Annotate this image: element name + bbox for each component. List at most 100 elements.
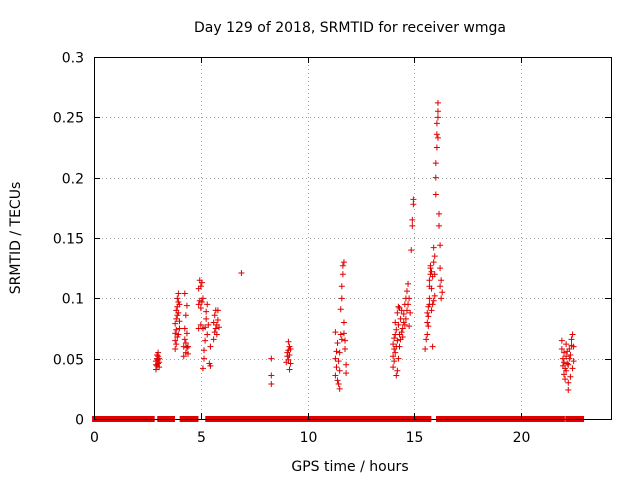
- data-point: [203, 315, 210, 322]
- data-point: [340, 330, 347, 337]
- data-point: [392, 349, 399, 356]
- y-tick-label: 0.3: [62, 51, 84, 67]
- data-point: [181, 325, 188, 332]
- data-point: [199, 325, 206, 332]
- data-point: [285, 356, 292, 363]
- data-point: [342, 346, 349, 353]
- data-point: [424, 331, 431, 338]
- data-point: [181, 290, 188, 297]
- data-point: [429, 343, 436, 350]
- data-point: [207, 343, 214, 350]
- data-point: [182, 312, 189, 319]
- data-point: [570, 343, 577, 350]
- data-point: [155, 349, 162, 356]
- data-point: [214, 317, 221, 324]
- data-point: [333, 348, 340, 355]
- data-point: [410, 196, 417, 203]
- data-point: [558, 346, 565, 353]
- data-point: [338, 295, 345, 302]
- data-point: [172, 337, 179, 344]
- data-point: [426, 295, 433, 302]
- data-point: [395, 303, 402, 310]
- data-point: [339, 271, 346, 278]
- data-point: [567, 373, 574, 380]
- data-point: [176, 301, 183, 308]
- x-tick-label: 10: [300, 430, 318, 446]
- data-point: [434, 108, 441, 115]
- data-point: [438, 277, 445, 284]
- data-point: [175, 331, 182, 338]
- data-point: [390, 353, 397, 360]
- data-point: [238, 269, 245, 276]
- data-point: [428, 268, 435, 275]
- data-point: [433, 131, 440, 138]
- data-point: [394, 309, 401, 316]
- chart-title: Day 129 of 2018, SRMTID for receiver wmg…: [194, 20, 506, 36]
- data-point: [176, 325, 183, 332]
- data-point: [336, 385, 343, 392]
- data-point: [406, 295, 413, 302]
- data-point: [436, 210, 443, 217]
- data-point: [287, 360, 294, 367]
- x-tick-label: 15: [406, 430, 424, 446]
- data-point: [430, 244, 437, 251]
- data-point: [343, 361, 350, 368]
- data-point: [172, 346, 179, 353]
- data-point: [399, 333, 406, 340]
- x-tick-label: 5: [197, 430, 206, 446]
- data-point: [565, 379, 572, 386]
- data-point: [182, 339, 189, 346]
- data-point: [332, 329, 339, 336]
- data-point: [439, 289, 446, 296]
- data-point: [559, 355, 566, 362]
- data-point: [436, 222, 443, 229]
- data-point: [285, 338, 292, 345]
- data-point: [561, 349, 567, 356]
- data-point: [342, 337, 349, 344]
- data-point: [431, 253, 438, 260]
- data-point: [399, 325, 406, 332]
- data-point: [431, 271, 438, 278]
- data-point: [424, 309, 431, 316]
- x-tick-label: 20: [513, 430, 531, 446]
- data-point: [406, 323, 413, 330]
- data-point: [428, 285, 435, 292]
- data-point: [394, 337, 401, 344]
- data-point: [563, 341, 570, 348]
- data-point: [566, 355, 573, 362]
- data-point: [390, 341, 397, 348]
- data-point: [409, 216, 416, 223]
- data-point: [214, 307, 221, 314]
- data-point: [335, 358, 342, 365]
- data-point: [286, 366, 293, 373]
- x-axis-label: GPS time / hours: [291, 459, 408, 475]
- data-point: [568, 336, 575, 343]
- data-point: [207, 362, 214, 369]
- data-point: [563, 353, 570, 360]
- x-tick-label: 0: [90, 430, 99, 446]
- data-point: [199, 295, 206, 302]
- data-point: [197, 304, 204, 311]
- data-point: [210, 336, 217, 343]
- data-point: [198, 279, 205, 286]
- data-point: [336, 367, 343, 374]
- data-point: [431, 292, 438, 299]
- plot-frame: [94, 57, 612, 420]
- data-point: [402, 315, 409, 322]
- data-point: [336, 349, 343, 356]
- data-point: [426, 277, 433, 284]
- data-point: [408, 247, 415, 254]
- data-point: [425, 323, 432, 330]
- data-point: [175, 309, 182, 316]
- data-point: [434, 134, 441, 141]
- grid-lines: [94, 57, 611, 419]
- data-point: [203, 308, 210, 315]
- data-point: [391, 335, 398, 342]
- data-point: [338, 336, 345, 343]
- data-point: [210, 319, 217, 326]
- data-point: [334, 377, 341, 384]
- y-axis-label: SRMTID / TECUs: [8, 182, 24, 295]
- data-point: [561, 359, 567, 366]
- y-tick-label: 0: [75, 413, 84, 429]
- data-point: [430, 259, 437, 266]
